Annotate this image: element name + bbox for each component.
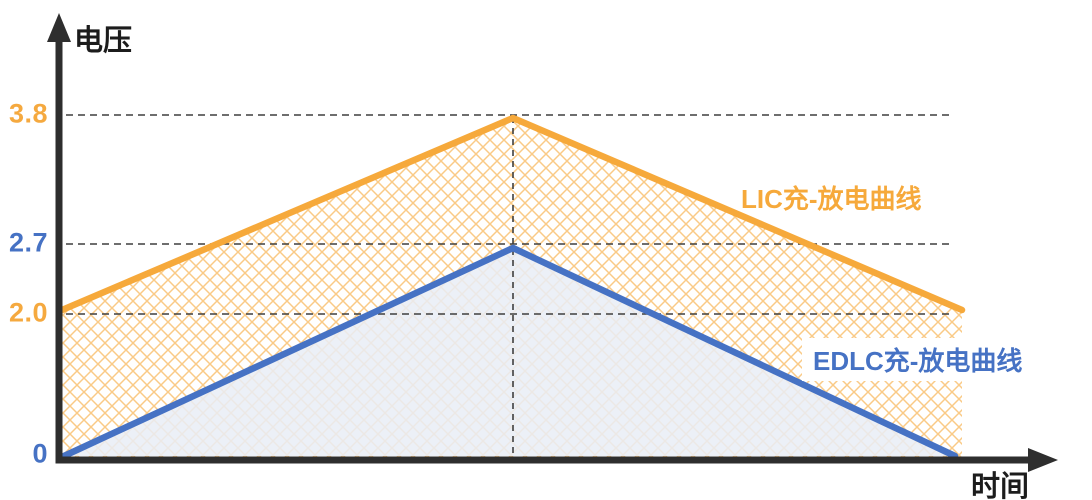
axes — [47, 13, 1058, 472]
x-axis-arrowhead-icon — [1028, 448, 1058, 472]
y-tick-2-0: 2.0 — [8, 297, 48, 328]
edlc-area-fill — [64, 248, 955, 456]
lic-series-label: LIC充-放电曲线 — [741, 184, 922, 214]
y-axis-title: 电压 — [74, 25, 133, 57]
x-axis-title: 时间 — [971, 471, 1030, 500]
lic-curve — [58, 114, 966, 314]
y-tick-0: 0 — [32, 438, 48, 469]
y-axis-arrowhead-icon — [47, 13, 71, 42]
y-tick-3-8: 3.8 — [8, 98, 48, 129]
edlc-series-label: EDLC充-放电曲线 — [802, 338, 1034, 381]
y-tick-2-7: 2.7 — [8, 227, 48, 258]
edlc-curve — [60, 244, 959, 460]
